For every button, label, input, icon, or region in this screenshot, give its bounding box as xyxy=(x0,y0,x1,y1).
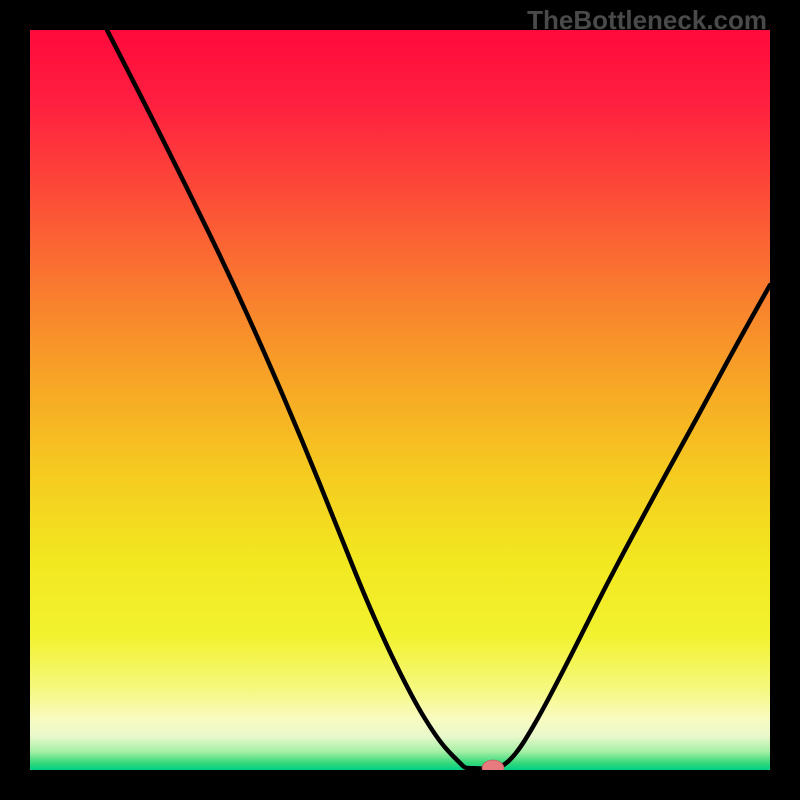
bottleneck-marker xyxy=(482,760,504,770)
plot-svg xyxy=(30,30,770,770)
watermark-text: TheBottleneck.com xyxy=(527,5,767,36)
plot-area xyxy=(30,30,770,770)
chart-frame: TheBottleneck.com xyxy=(0,0,800,800)
bottleneck-curve xyxy=(107,30,770,769)
